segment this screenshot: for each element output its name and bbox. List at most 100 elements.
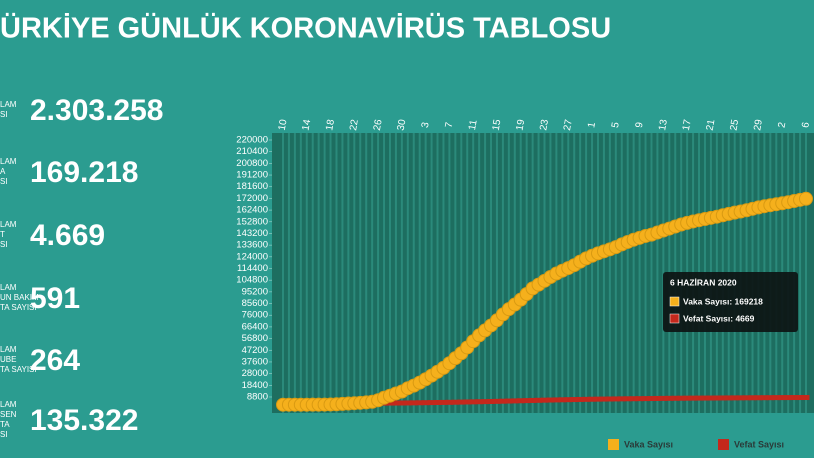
stat-label: SEN: [0, 410, 17, 419]
death-point: [487, 398, 495, 404]
legend-label: Vaka Sayısı: [624, 439, 673, 449]
y-tick-label: 124000: [236, 251, 268, 262]
y-tick-label: 56800: [242, 333, 268, 344]
stat-label: A: [0, 167, 6, 176]
death-point: [778, 395, 786, 401]
death-point: [481, 399, 489, 405]
death-point: [642, 396, 650, 402]
death-point: [475, 399, 483, 405]
y-tick-label: 133600: [236, 240, 268, 251]
death-point: [606, 396, 614, 402]
stat-value: 591: [30, 282, 80, 315]
y-tick-label: 210400: [236, 146, 268, 157]
y-tick-label: 18400: [242, 380, 268, 391]
death-point: [636, 396, 644, 402]
death-point: [576, 396, 584, 402]
death-point: [802, 395, 810, 401]
case-point: [799, 191, 813, 206]
tooltip-box: [663, 272, 798, 332]
x-tick-label: 15: [491, 118, 504, 131]
legend-label: Vefat Sayısı: [734, 439, 784, 449]
stat-label: TA SAYISI: [0, 303, 37, 312]
stat-label: LAM: [0, 345, 17, 354]
death-point: [434, 400, 442, 406]
death-point: [790, 395, 798, 401]
death-point: [535, 397, 543, 403]
stat-label: TA: [0, 420, 10, 429]
x-tick-label: 1: [586, 121, 598, 129]
stat-label: SI: [0, 110, 8, 119]
death-point: [737, 395, 745, 401]
y-tick-label: 114400: [237, 263, 268, 274]
tooltip-swatch: [669, 296, 680, 307]
y-tick-label: 200800: [236, 158, 268, 169]
x-tick-label: 11: [467, 119, 480, 132]
stat-label: SI: [0, 177, 8, 186]
death-point: [719, 395, 727, 401]
death-point: [671, 395, 679, 401]
death-point: [677, 395, 685, 401]
x-tick-label: 30: [396, 118, 409, 131]
stat-label: TA SAYISI: [0, 365, 37, 374]
y-tick-label: 220000: [236, 135, 268, 146]
stat-label: LAM: [0, 100, 17, 109]
tooltip-line: Vaka Sayısı: 169218: [683, 296, 763, 306]
death-point: [701, 395, 709, 401]
death-point: [529, 397, 537, 403]
x-tick-label: 25: [728, 118, 741, 131]
death-point: [707, 395, 715, 401]
death-point: [612, 396, 620, 402]
x-tick-label: 23: [538, 118, 551, 131]
death-point: [695, 395, 703, 401]
death-point: [439, 399, 447, 405]
death-point: [618, 396, 626, 402]
x-tick-label: 19: [514, 118, 527, 131]
death-point: [517, 398, 525, 404]
x-tick-label: 27: [562, 118, 575, 131]
stat-label: LAM: [0, 157, 17, 166]
death-point: [647, 396, 655, 402]
legend-swatch: [718, 439, 729, 450]
death-point: [552, 397, 560, 403]
death-point: [493, 398, 501, 404]
tooltip-line: Vefat Sayısı: 4669: [683, 313, 755, 323]
y-tick-label: 8800: [247, 392, 268, 403]
stat-value: 264: [30, 344, 80, 377]
death-point: [749, 395, 757, 401]
stat-value: 4.669: [30, 219, 105, 252]
death-point: [546, 397, 554, 403]
y-tick-label: 172000: [236, 193, 268, 204]
stat-label: LAM: [0, 400, 17, 409]
stat-value: 135.322: [30, 404, 138, 437]
death-point: [659, 395, 667, 401]
y-tick-label: 104800: [236, 275, 268, 286]
death-point: [463, 399, 471, 405]
death-point: [594, 396, 602, 402]
death-point: [451, 399, 459, 405]
chart: 8800184002800037600472005680066400760008…: [236, 118, 813, 450]
death-point: [511, 398, 519, 404]
death-point: [505, 398, 513, 404]
death-point: [766, 395, 774, 401]
y-tick-label: 152800: [236, 216, 268, 227]
death-point: [683, 395, 691, 401]
y-tick-label: 66400: [242, 321, 268, 332]
death-point: [398, 400, 406, 406]
stat-value: 2.303.258: [30, 94, 163, 127]
x-tick-label: 14: [301, 118, 314, 131]
death-point: [428, 400, 436, 406]
y-tick-label: 76000: [242, 310, 268, 321]
page-title: ÜRKİYE GÜNLÜK KORONAVİRÜS TABLOSU: [0, 12, 611, 45]
x-tick-label: 21: [705, 118, 718, 131]
death-point: [743, 395, 751, 401]
x-tick-label: 13: [657, 118, 670, 131]
x-tick-label: 3: [420, 121, 432, 129]
y-tick-label: 143200: [236, 228, 268, 239]
y-tick-label: 162400: [236, 205, 268, 216]
legend-swatch: [608, 439, 619, 450]
x-tick-label: 29: [752, 118, 765, 131]
stat-label: SI: [0, 240, 8, 249]
y-tick-label: 37600: [242, 356, 268, 367]
x-tick-label: 9: [634, 121, 646, 129]
